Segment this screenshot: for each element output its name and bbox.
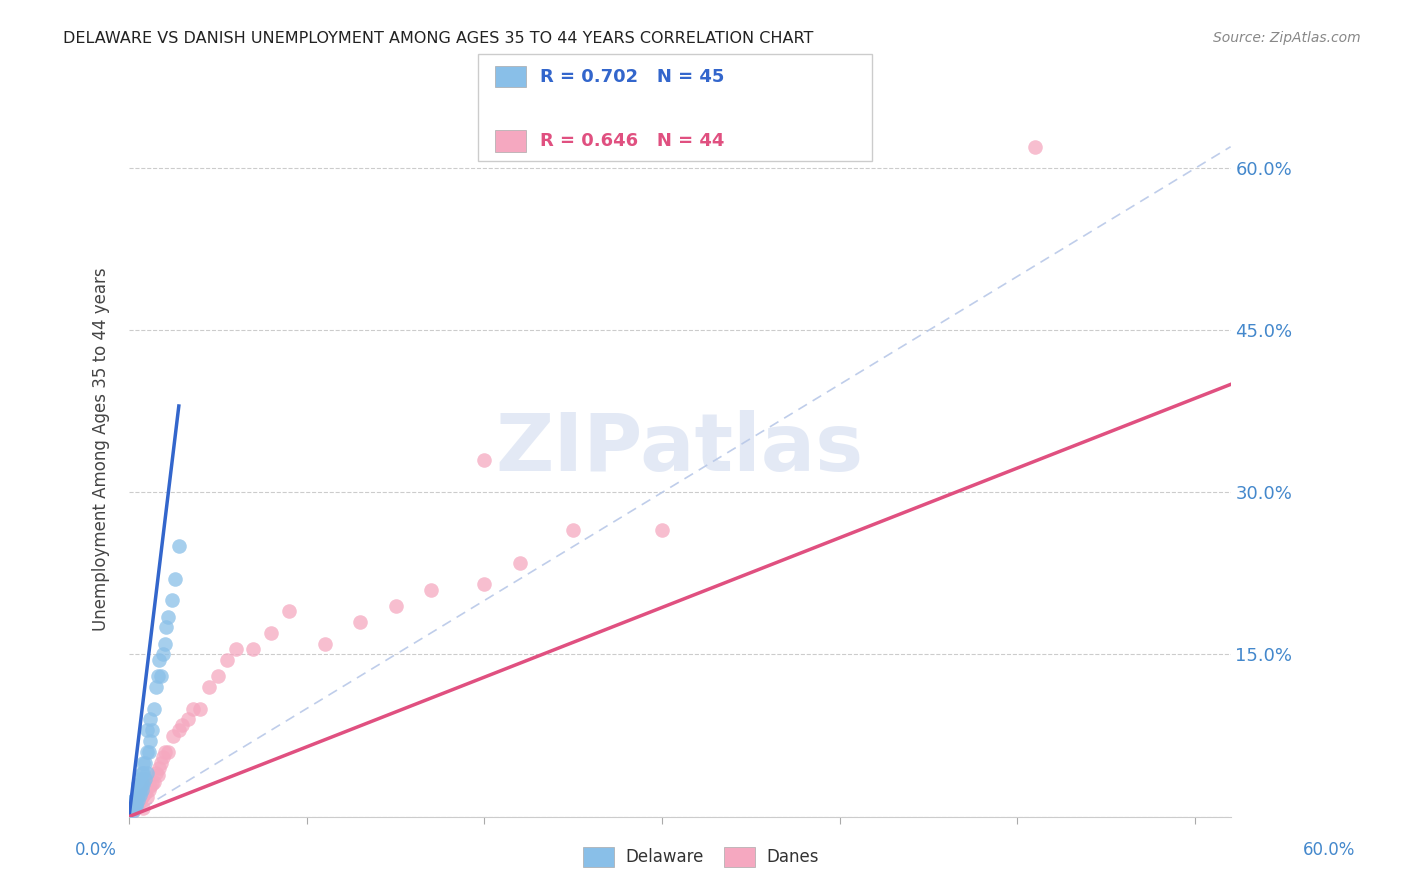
Point <box>562 523 585 537</box>
Point <box>124 793 146 807</box>
Point <box>150 756 173 770</box>
Point <box>349 615 371 629</box>
Point <box>132 801 155 815</box>
Point <box>121 801 143 815</box>
Point <box>260 626 283 640</box>
Point <box>125 790 148 805</box>
Point <box>127 782 149 797</box>
Point <box>198 680 221 694</box>
Point <box>167 723 190 738</box>
Text: DELAWARE VS DANISH UNEMPLOYMENT AMONG AGES 35 TO 44 YEARS CORRELATION CHART: DELAWARE VS DANISH UNEMPLOYMENT AMONG AG… <box>63 31 814 46</box>
Point <box>125 798 148 813</box>
Text: R = 0.646   N = 44: R = 0.646 N = 44 <box>540 132 724 150</box>
Point <box>128 772 150 786</box>
Text: ZIPatlas: ZIPatlas <box>496 410 863 488</box>
Point <box>509 556 531 570</box>
Point <box>131 777 153 791</box>
Point <box>127 793 149 807</box>
Point <box>314 637 336 651</box>
Point <box>146 669 169 683</box>
Point <box>124 801 146 815</box>
Point <box>150 669 173 683</box>
Point <box>121 804 143 818</box>
Point <box>165 572 187 586</box>
Point <box>127 797 149 811</box>
Point <box>132 756 155 770</box>
Point <box>384 599 406 613</box>
Point <box>131 782 153 797</box>
Point <box>138 782 160 797</box>
Point <box>128 788 150 802</box>
Point <box>157 745 180 759</box>
Point <box>125 793 148 807</box>
Point <box>188 701 211 715</box>
Point <box>128 777 150 791</box>
Point <box>132 777 155 791</box>
Point <box>139 712 162 726</box>
Point <box>153 637 176 651</box>
Point <box>124 797 146 811</box>
Point <box>162 729 184 743</box>
Point <box>139 734 162 748</box>
Point <box>148 761 170 775</box>
Point <box>125 798 148 813</box>
Point <box>145 680 167 694</box>
Point <box>1024 139 1046 153</box>
Point <box>138 745 160 759</box>
Point <box>131 766 153 780</box>
Point <box>167 540 190 554</box>
Text: Source: ZipAtlas.com: Source: ZipAtlas.com <box>1213 31 1361 45</box>
Point <box>135 723 157 738</box>
Point <box>124 798 146 813</box>
Point <box>651 523 673 537</box>
Point <box>132 766 155 780</box>
Point <box>215 653 238 667</box>
Point <box>155 620 177 634</box>
Point <box>474 453 496 467</box>
Point <box>121 804 143 818</box>
Point <box>474 577 496 591</box>
Point <box>132 788 155 802</box>
Point <box>152 750 174 764</box>
Point <box>134 772 156 786</box>
Point <box>135 745 157 759</box>
Point <box>278 604 301 618</box>
Point <box>125 797 148 811</box>
Y-axis label: Unemployment Among Ages 35 to 44 years: Unemployment Among Ages 35 to 44 years <box>93 268 110 631</box>
Point <box>420 582 443 597</box>
Point <box>152 648 174 662</box>
Point <box>157 609 180 624</box>
Point <box>134 786 156 800</box>
Text: Danes: Danes <box>766 848 818 866</box>
Point <box>160 593 183 607</box>
Text: 0.0%: 0.0% <box>75 840 117 858</box>
Point <box>142 701 165 715</box>
Point <box>172 717 194 731</box>
Point <box>141 777 163 791</box>
Point <box>225 642 247 657</box>
Point <box>146 768 169 782</box>
Point <box>148 653 170 667</box>
Point <box>135 766 157 780</box>
Point <box>131 790 153 805</box>
Point <box>141 723 163 738</box>
Text: 60.0%: 60.0% <box>1302 840 1355 858</box>
Point <box>135 790 157 805</box>
Point <box>124 801 146 815</box>
Point <box>128 782 150 797</box>
Point <box>242 642 264 657</box>
Point <box>177 712 200 726</box>
Point <box>127 788 149 802</box>
Point <box>142 775 165 789</box>
Point <box>207 669 229 683</box>
Text: R = 0.702   N = 45: R = 0.702 N = 45 <box>540 68 724 86</box>
Point <box>139 779 162 793</box>
Point <box>134 756 156 770</box>
Text: Delaware: Delaware <box>626 848 704 866</box>
Point <box>128 793 150 807</box>
Point <box>127 777 149 791</box>
Point <box>153 745 176 759</box>
Point <box>145 766 167 780</box>
Point <box>181 701 204 715</box>
